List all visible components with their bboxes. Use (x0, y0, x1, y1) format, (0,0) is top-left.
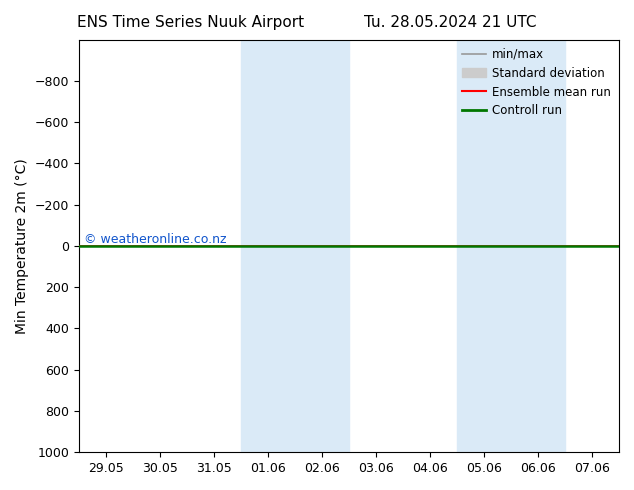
Text: Tu. 28.05.2024 21 UTC: Tu. 28.05.2024 21 UTC (364, 15, 536, 30)
Text: ENS Time Series Nuuk Airport: ENS Time Series Nuuk Airport (77, 15, 304, 30)
Legend: min/max, Standard deviation, Ensemble mean run, Controll run: min/max, Standard deviation, Ensemble me… (458, 43, 616, 122)
Bar (241, 40, 349, 452)
Y-axis label: Min Temperature 2m (°C): Min Temperature 2m (°C) (15, 158, 29, 334)
Bar (457, 40, 565, 452)
Text: © weatheronline.co.nz: © weatheronline.co.nz (84, 233, 227, 246)
